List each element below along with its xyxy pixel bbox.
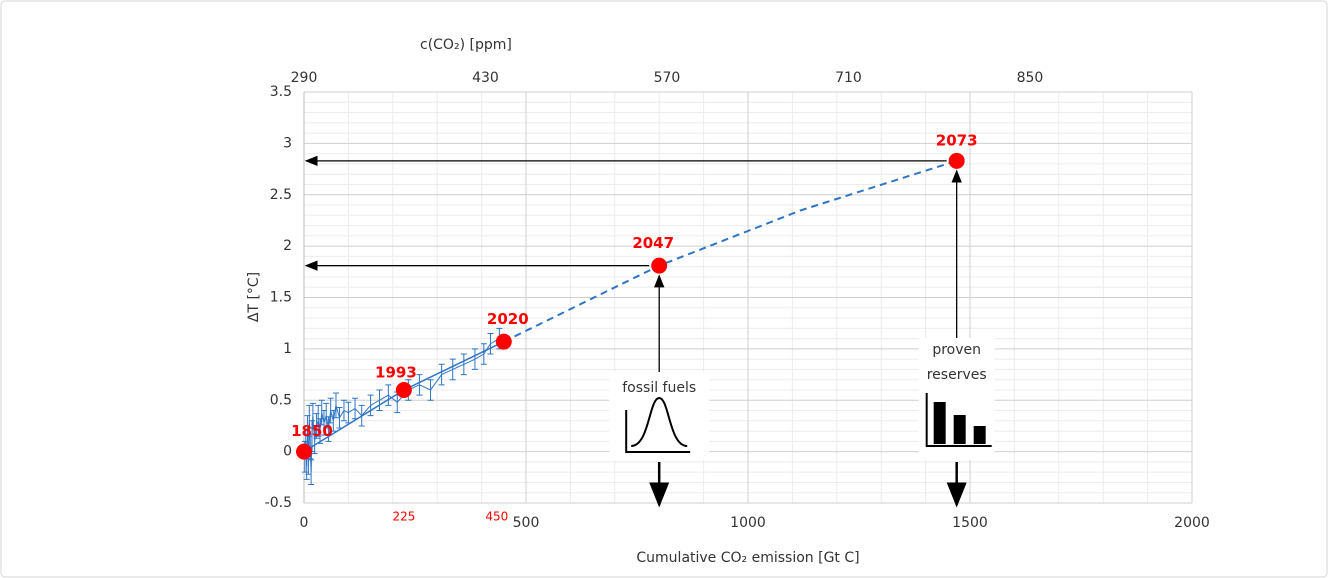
icon-bar bbox=[933, 402, 946, 444]
y-tick-label: -0.5 bbox=[265, 495, 292, 511]
y-tick-label: 1 bbox=[283, 341, 292, 357]
milestone-label: 1850 bbox=[291, 422, 333, 440]
x2-tick-label: 570 bbox=[654, 70, 681, 86]
x2-tick-label: 850 bbox=[1017, 70, 1044, 86]
x-tick-label: 1000 bbox=[730, 515, 766, 531]
milestone-point bbox=[395, 381, 412, 398]
y-tick-label: 0 bbox=[283, 444, 292, 460]
x-mark-label: 450 bbox=[485, 510, 508, 524]
bars-icon bbox=[925, 393, 992, 447]
y-tick-label: 3.5 bbox=[270, 84, 292, 100]
milestone-label: 2047 bbox=[632, 234, 674, 252]
y-tick-label: 2 bbox=[283, 238, 292, 254]
bell-icon bbox=[625, 396, 691, 453]
annotation: fossil fuels bbox=[622, 380, 696, 396]
x2-tick-label: 290 bbox=[291, 70, 318, 86]
y-tick-label: 0.5 bbox=[270, 392, 292, 408]
observations-line bbox=[304, 338, 500, 473]
annotation: proven bbox=[932, 342, 981, 358]
milestone-point bbox=[948, 152, 965, 169]
y-tick-label: 1.5 bbox=[270, 290, 292, 306]
milestone-point bbox=[296, 443, 312, 460]
annotation: reserves bbox=[927, 367, 987, 383]
milestone-label: 1993 bbox=[375, 363, 417, 381]
x-tick-label: 0 bbox=[300, 515, 309, 531]
x-tick-label: 1500 bbox=[952, 515, 988, 531]
x-axis-title: Cumulative CO₂ emission [Gt C] bbox=[636, 550, 859, 566]
milestone-label: 2073 bbox=[936, 131, 978, 149]
x-mark-label: 225 bbox=[392, 510, 415, 524]
x2-tick-label: 710 bbox=[835, 70, 862, 86]
y-tick-label: 3 bbox=[283, 135, 292, 151]
x2-tick-label: 430 bbox=[472, 70, 499, 86]
milestone-point bbox=[651, 257, 668, 274]
y-axis-title: ΔT [°C] bbox=[246, 272, 262, 322]
icon-bar bbox=[973, 426, 986, 444]
milestone-label: 2020 bbox=[487, 310, 529, 328]
milestone-point bbox=[495, 333, 512, 350]
projection-line bbox=[503, 159, 957, 343]
icon-bar bbox=[953, 415, 966, 444]
x2-axis-title: c(CO₂) [ppm] bbox=[420, 37, 512, 53]
x-tick-label: 500 bbox=[513, 515, 540, 531]
y-tick-label: 2.5 bbox=[270, 187, 292, 203]
x-tick-label: 2000 bbox=[1174, 515, 1210, 531]
